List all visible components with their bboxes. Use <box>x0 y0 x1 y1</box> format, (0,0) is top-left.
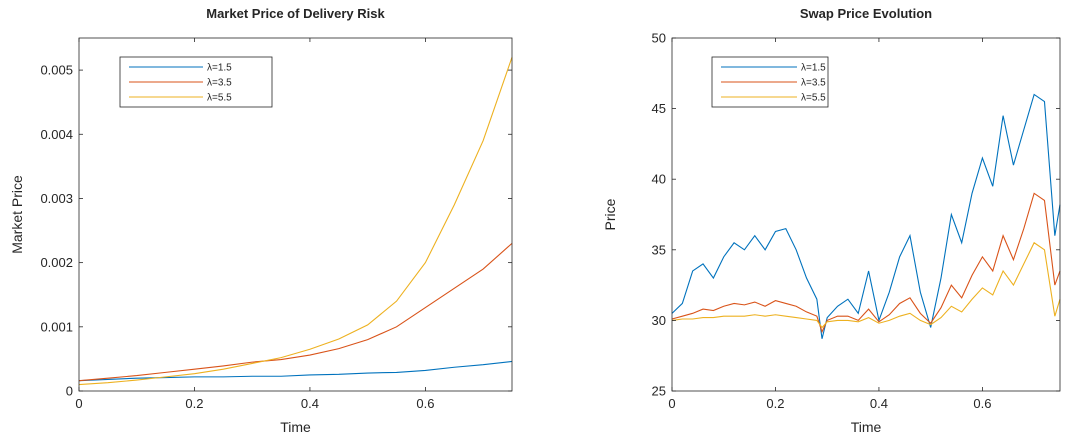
market-price-chart: Market Price of Delivery Risk Time Marke… <box>9 6 513 435</box>
legend: λ=1.5 λ=3.5 λ=5.5 <box>711 56 829 108</box>
y-tick-label: 0.001 <box>40 319 73 334</box>
y-tick-label: 50 <box>652 31 666 46</box>
x-tick-label: 0 <box>75 396 82 411</box>
legend-label-3: λ=5.5 <box>801 93 826 104</box>
series-line-2 <box>78 242 513 382</box>
x-tick-label: 0 <box>668 396 675 411</box>
series-line-3 <box>78 57 513 386</box>
series-line-1 <box>671 93 1061 339</box>
x-axis-label: Time <box>280 419 311 435</box>
series-line-3 <box>671 241 1061 329</box>
x-tick-label: 0.2 <box>766 396 784 411</box>
y-tick-label: 0.005 <box>40 63 73 78</box>
series-line-2 <box>671 192 1061 334</box>
y-tick-label: 45 <box>652 101 666 116</box>
x-tick-label: 0.2 <box>185 396 203 411</box>
y-tick-label: 30 <box>652 313 666 328</box>
legend: λ=1.5 λ=3.5 λ=5.5 <box>119 56 273 108</box>
y-tick-label: 0.002 <box>40 255 73 270</box>
x-axis-label: Time <box>851 419 882 435</box>
y-tick-label: 35 <box>652 242 666 257</box>
x-tick-label: 0.4 <box>870 396 888 411</box>
legend-label-2: λ=3.5 <box>801 78 826 89</box>
y-axis-label: Market Price <box>9 175 25 254</box>
plot-area: 0 0.2 0.4 0.6 0 0.001 0.002 0.003 0.004 0.005 λ=1.… <box>40 37 513 411</box>
legend-label-1: λ=1.5 <box>207 63 232 74</box>
y-tick-label: 40 <box>652 172 666 187</box>
legend-label-3: λ=5.5 <box>207 93 232 104</box>
y-tick-label: 25 <box>652 384 666 399</box>
axes-box <box>671 37 1061 392</box>
x-tick-label: 0.4 <box>301 396 319 411</box>
x-tick-label: 0.6 <box>416 396 434 411</box>
y-tick-label: 0 <box>66 384 73 399</box>
series-line-1 <box>78 360 513 382</box>
legend-label-1: λ=1.5 <box>801 63 826 74</box>
chart-title: Market Price of Delivery Risk <box>206 6 385 21</box>
axes-box <box>78 37 513 392</box>
plot-area: 0 0.2 0.4 0.6 25 30 35 40 45 50 λ=1.5 λ=3.5 λ=5.5 <box>652 31 1061 411</box>
y-tick-label: 0.004 <box>40 127 73 142</box>
y-tick-label: 0.003 <box>40 191 73 206</box>
swap-price-chart: Swap Price Evolution Time Price 0 0.2 0.4 0… <box>602 6 1061 435</box>
y-axis-label: Price <box>602 198 618 230</box>
x-tick-label: 0.6 <box>973 396 991 411</box>
legend-label-2: λ=3.5 <box>207 78 232 89</box>
chart-title: Swap Price Evolution <box>800 6 932 21</box>
